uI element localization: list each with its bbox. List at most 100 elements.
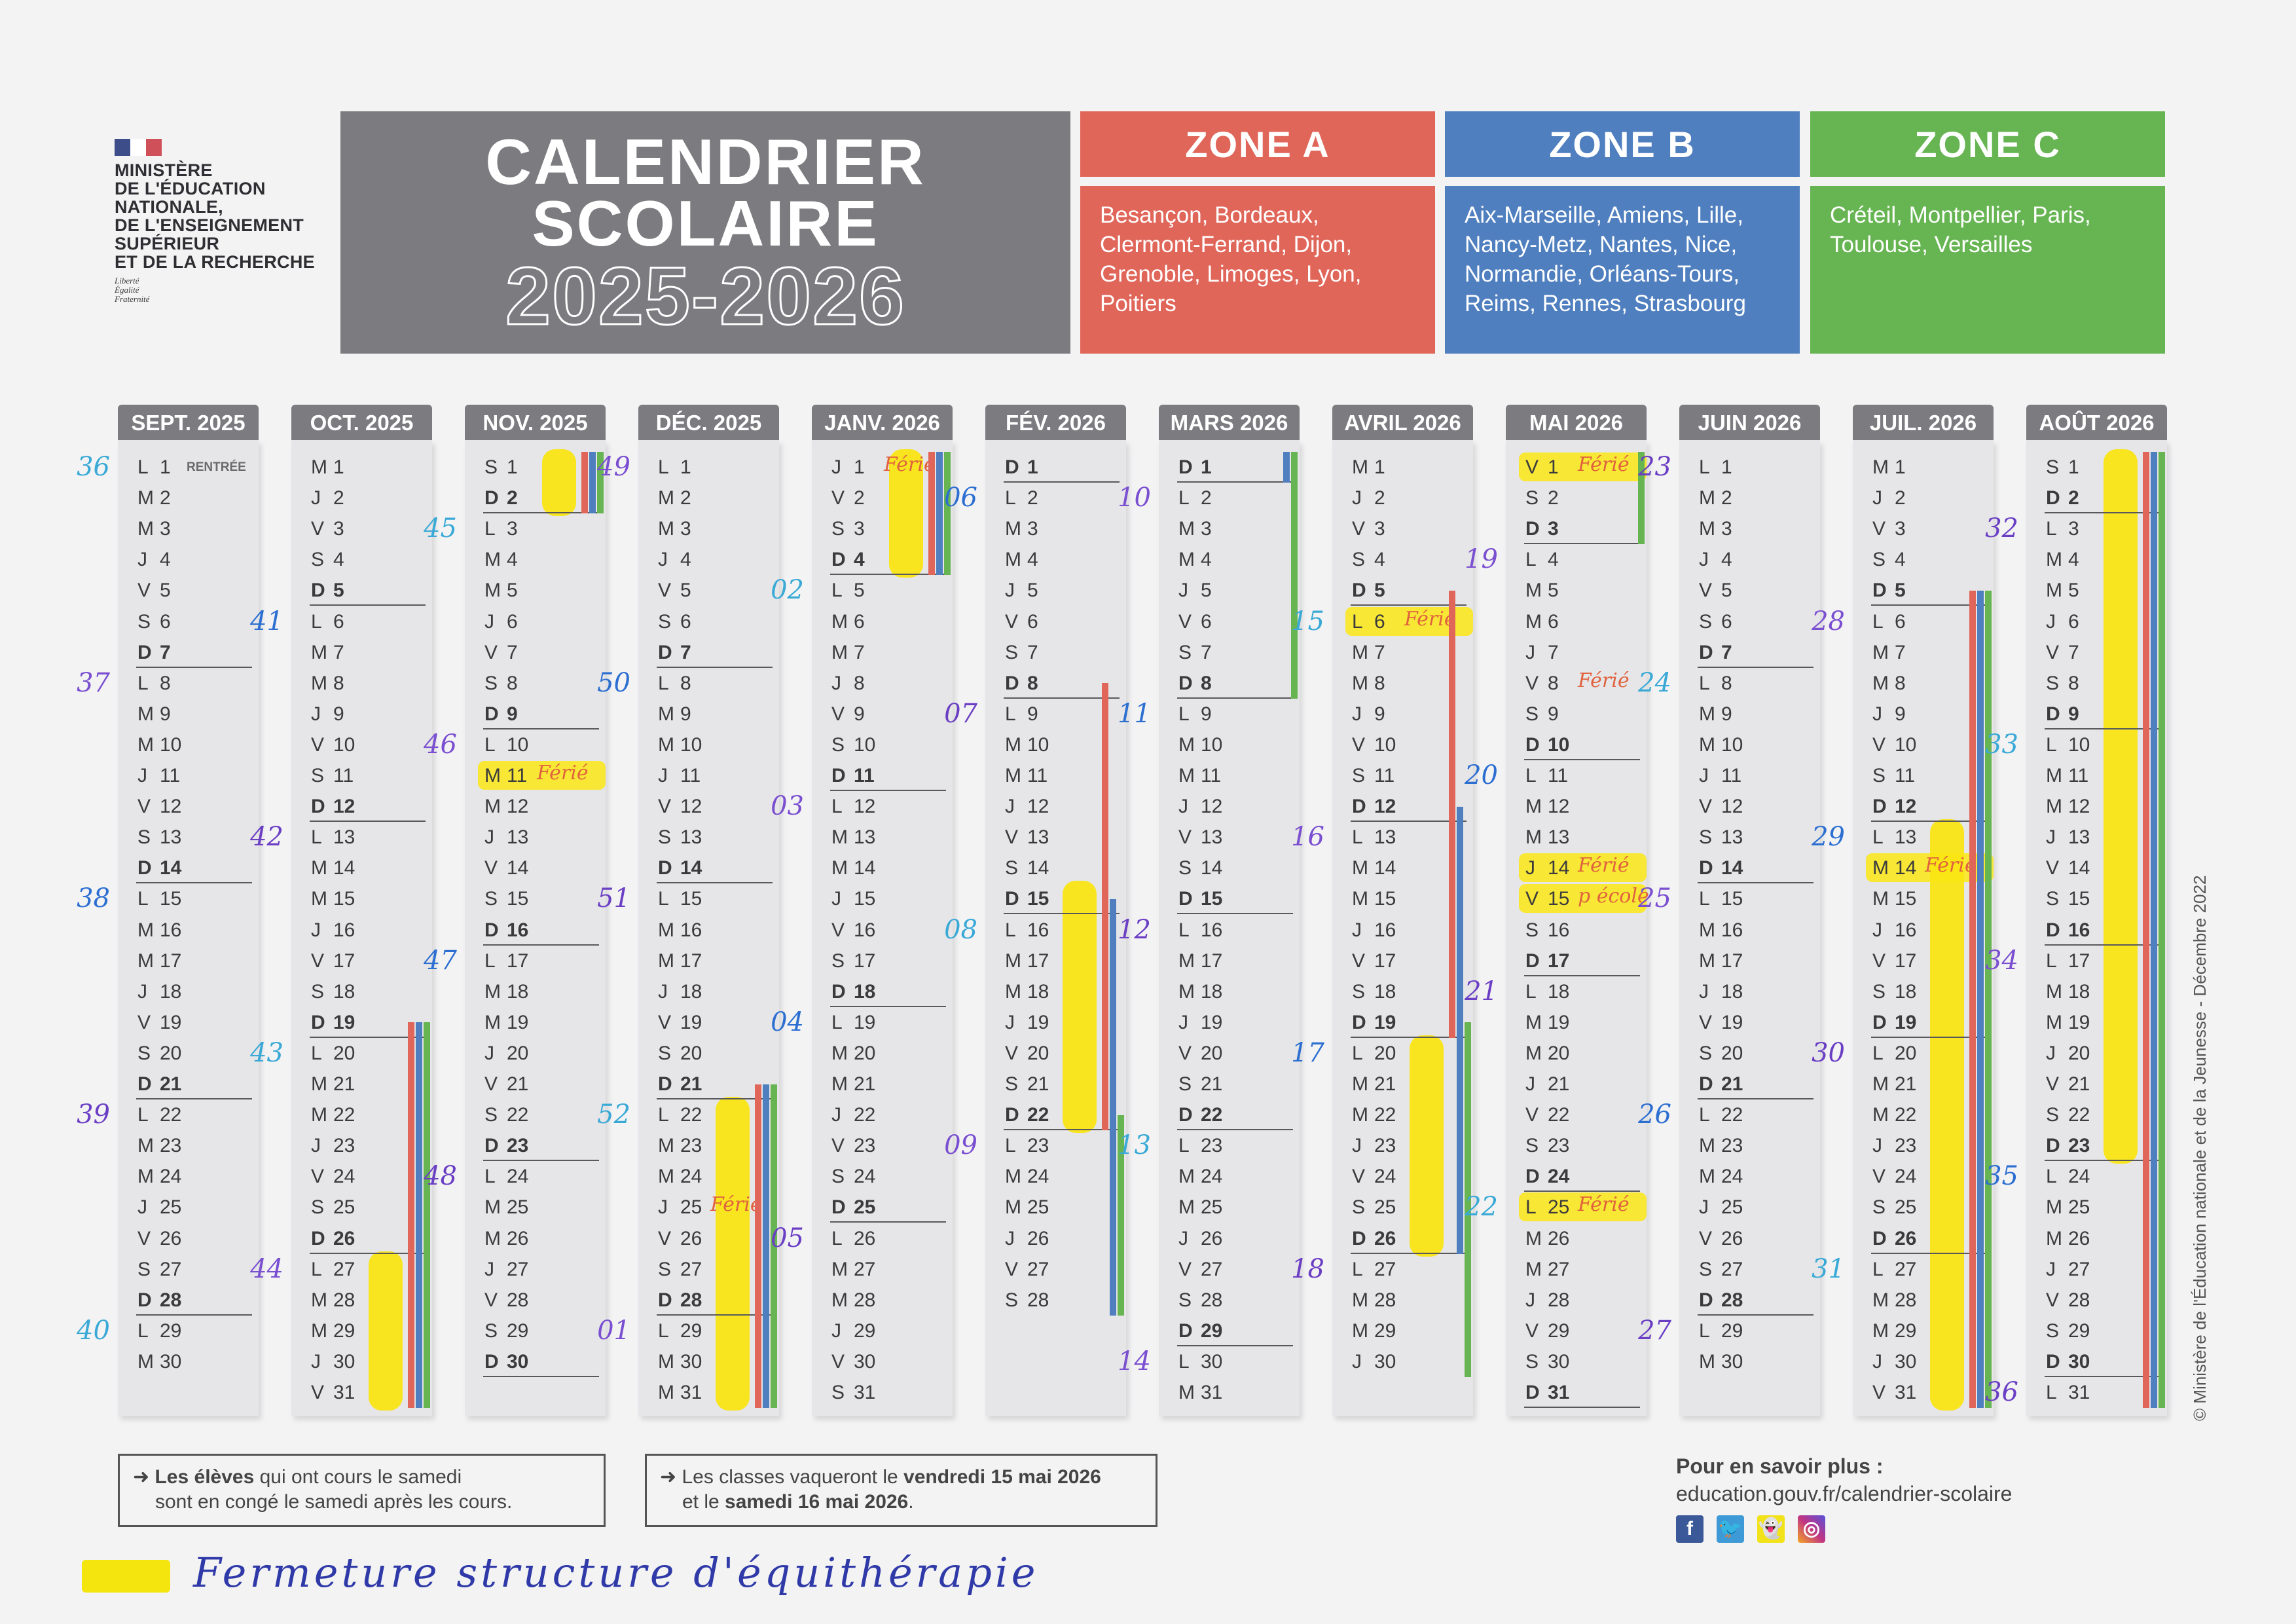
day-row: M 11 — [985, 760, 1126, 791]
weekday-letter: S — [658, 1258, 672, 1280]
day-row: L 22 39 — [77, 1099, 259, 1130]
ministry-line: ET DE LA RECHERCHE — [115, 252, 315, 272]
weekday-letter: D — [1178, 1320, 1193, 1342]
weekday-letter: S — [1525, 487, 1539, 509]
vacation-bar-zone-a — [2143, 452, 2149, 1409]
day-number: 9 — [1374, 703, 1385, 725]
day-number: 24 — [1895, 1166, 1917, 1188]
day-row: M 21 — [291, 1069, 432, 1099]
weekday-letter: S — [137, 1258, 151, 1280]
day-number: 17 — [1374, 950, 1396, 972]
day-number: 26 — [160, 1227, 182, 1249]
weekday-letter: M — [1005, 518, 1021, 540]
day-row: J 20 — [465, 1038, 606, 1069]
day-number: 1 — [160, 456, 171, 478]
day-row: M 29 — [1332, 1316, 1473, 1346]
day-row: L 2 10 — [1118, 483, 1300, 513]
facebook-icon[interactable]: f — [1676, 1515, 1704, 1543]
day-number: 10 — [1548, 733, 1570, 756]
yellow-highlight-day — [1519, 452, 1647, 481]
yellow-highlight-day — [1519, 884, 1647, 913]
weekday-letter: V — [831, 487, 845, 509]
day-row: S 14 — [1159, 853, 1300, 883]
day-number: 7 — [1895, 641, 1906, 663]
day-number: 5 — [1548, 580, 1559, 602]
day-row: V 12 — [1679, 791, 1820, 822]
week-number-handwritten: 52 — [597, 1099, 630, 1130]
day-number: 30 — [1895, 1350, 1917, 1373]
weekday-letter: L — [1005, 487, 1016, 509]
day-number: 8 — [1027, 672, 1038, 694]
vacation-bar-zone-c — [597, 452, 604, 514]
weekday-letter: D — [658, 1289, 672, 1311]
day-row: M 30 — [638, 1346, 779, 1377]
day-number: 6 — [1548, 610, 1559, 633]
month-days: L 1 RENTRÉE 36 M 2 M 3 J 4 V 5 S 6 D 7 L 8 37 M 9 M 10 J 11 V 12 S 1… — [77, 440, 259, 1416]
day-number: 25 — [1721, 1196, 1743, 1219]
weekday-letter: D — [1699, 857, 1713, 879]
vacation-bar-zone-a — [1102, 683, 1108, 1131]
weekday-letter: V — [1005, 1042, 1019, 1064]
weekday-letter: V — [1005, 826, 1019, 849]
weekday-letter: D — [311, 1227, 325, 1249]
weekday-letter: J — [831, 1320, 841, 1342]
weekday-letter: S — [2046, 888, 2060, 910]
day-row: M 18 — [465, 976, 606, 1007]
week-number-handwritten: 44 — [250, 1253, 283, 1284]
day-row: L 5 02 — [771, 575, 953, 606]
day-row: L 6 15 — [1291, 606, 1473, 637]
day-number: 7 — [1374, 641, 1385, 663]
day-number: 16 — [333, 919, 355, 941]
weekday-letter: L — [1872, 610, 1884, 633]
day-row: L 17 34 — [1985, 946, 2167, 976]
day-row: J 23 — [291, 1130, 432, 1161]
day-row: J 30 — [1332, 1346, 1473, 1377]
weekday-letter: S — [1872, 765, 1886, 786]
day-number: 9 — [160, 703, 171, 725]
weekday-letter: V — [1352, 950, 1366, 972]
weekday-letter: S — [1525, 703, 1539, 725]
day-number: 1 — [1374, 456, 1385, 478]
day-row: D 16 — [465, 915, 606, 946]
day-number: 11 — [333, 765, 354, 786]
snapchat-icon[interactable]: 👻 — [1757, 1515, 1785, 1543]
weekday-letter: D — [1178, 1104, 1193, 1126]
day-number: 18 — [1201, 980, 1223, 1003]
month-header: OCT. 2025 — [291, 405, 432, 440]
day-row: V 15 — [1506, 883, 1647, 914]
weekday-letter: M — [484, 980, 501, 1003]
more-url-link[interactable]: education.gouv.fr/calendrier-scolaire — [1676, 1482, 2013, 1505]
weekday-letter: V — [1178, 1042, 1192, 1064]
day-number: 3 — [1895, 518, 1906, 540]
day-row: S 20 — [638, 1038, 779, 1069]
day-number: 21 — [1201, 1073, 1223, 1095]
month-days: L 1 49 M 2 M 3 J 4 V 5 S 6 D 7 L 8 50 M 9 M 10 J 11 V 12 S 13 D 14 L 15… — [597, 440, 779, 1416]
day-number: 13 — [1201, 826, 1223, 849]
month-days: M 1 J 2 V 3 S 4 D 5 L 6 15 M 7 M 8 J 9 V 10 S 11 D 12 L 13 16 M 14 M 15… — [1291, 440, 1473, 1416]
day-number: 26 — [333, 1227, 355, 1249]
day-row: S 20 — [1679, 1038, 1820, 1069]
day-row: M 15 — [291, 883, 432, 914]
instagram-icon[interactable]: ◎ — [1798, 1515, 1825, 1543]
twitter-icon[interactable]: 🐦 — [1717, 1515, 1744, 1543]
day-row: S 21 — [1159, 1069, 1300, 1099]
weekday-letter: M — [1699, 1350, 1715, 1373]
month-days: M 1 J 2 V 3 S 4 D 5 L 6 28 M 7 M 8 J 9 V 10 S 11 D 12 L 13 29 M 14 M 15… — [1812, 440, 1994, 1416]
weekday-letter: L — [1525, 980, 1537, 1003]
weekday-letter: M — [137, 919, 154, 941]
day-number: 9 — [1201, 703, 1212, 725]
handwritten-note: Férié — [1925, 854, 1977, 877]
day-number: 25 — [333, 1196, 355, 1219]
day-number: 28 — [507, 1289, 529, 1311]
weekday-letter: M — [1352, 641, 1368, 663]
day-number: 16 — [1721, 919, 1743, 941]
weekday-letter: M — [831, 1289, 848, 1311]
weekday-letter: M — [1005, 980, 1021, 1003]
day-number: 9 — [1548, 703, 1559, 725]
day-number: 6 — [1201, 610, 1212, 633]
